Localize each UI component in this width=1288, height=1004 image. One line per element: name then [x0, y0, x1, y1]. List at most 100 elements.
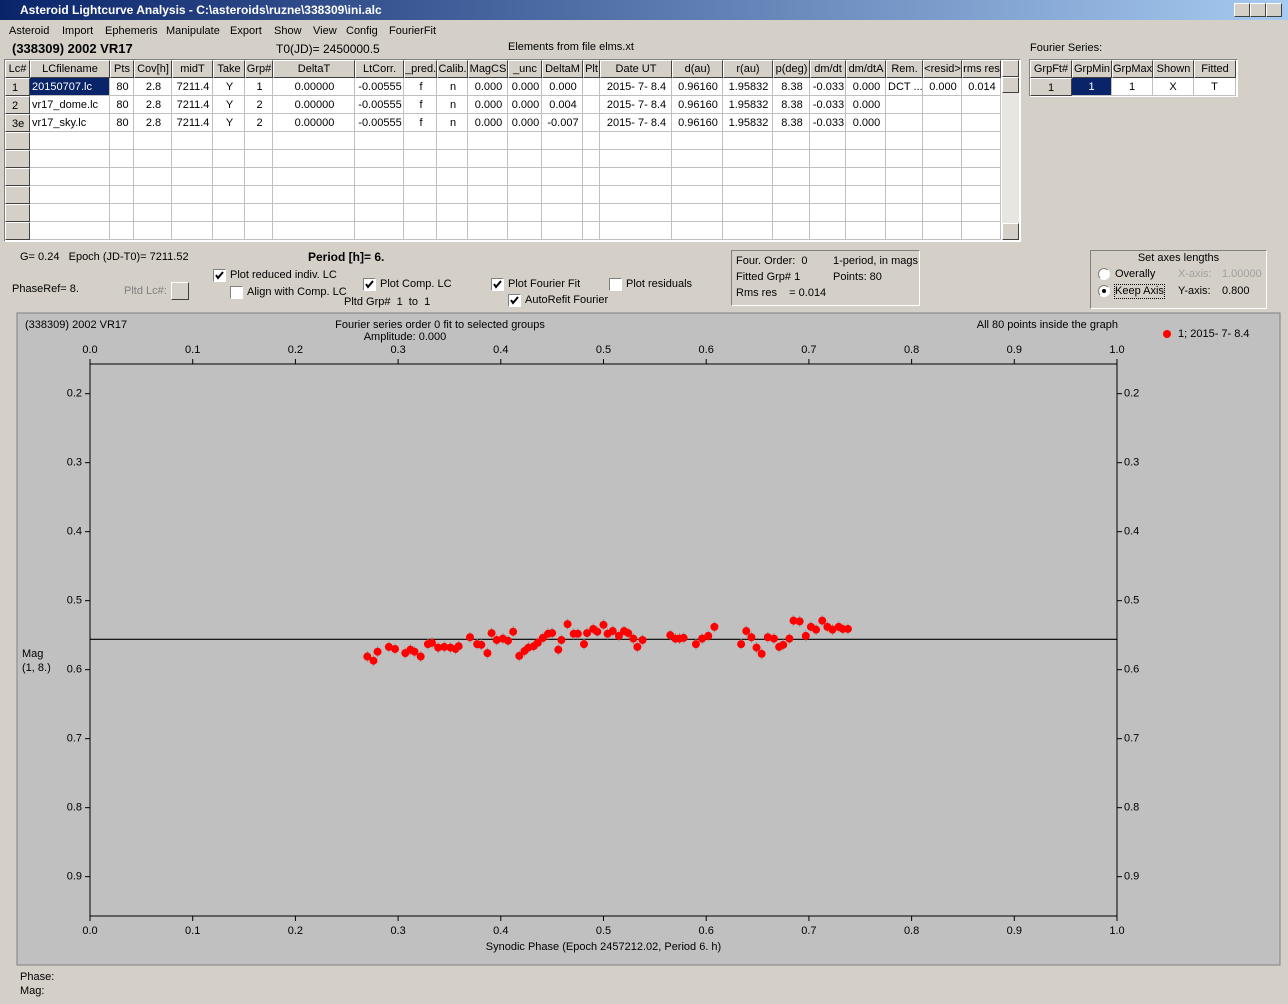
- table-cell[interactable]: [886, 114, 923, 132]
- checkbox[interactable]: [363, 278, 376, 291]
- menu-item[interactable]: Show: [274, 25, 302, 37]
- table-cell[interactable]: -0.007: [542, 114, 583, 132]
- table-cell[interactable]: 0.000: [846, 96, 886, 114]
- menu-item[interactable]: Asteroid: [9, 25, 50, 37]
- menu-item[interactable]: View: [313, 25, 337, 37]
- table-cell[interactable]: 0.000: [468, 114, 508, 132]
- table-cell[interactable]: n: [437, 78, 468, 96]
- checkbox-label[interactable]: Plot Fourier Fit: [508, 278, 581, 290]
- radio-label[interactable]: Overally: [1115, 268, 1156, 280]
- scroll-up[interactable]: [1002, 60, 1019, 77]
- scroll-thumb[interactable]: [1002, 77, 1019, 93]
- table-cell[interactable]: n: [437, 96, 468, 114]
- table-cell[interactable]: 20150707.lc: [30, 78, 110, 96]
- table-cell[interactable]: -0.033: [810, 96, 846, 114]
- table-cell[interactable]: Y: [213, 96, 245, 114]
- table-cell[interactable]: f: [404, 96, 437, 114]
- table-cell[interactable]: [962, 96, 1001, 114]
- table-cell[interactable]: 2.8: [134, 96, 172, 114]
- row-header[interactable]: 1: [1030, 78, 1072, 96]
- table-cell[interactable]: 0.96160: [672, 114, 723, 132]
- table-cell[interactable]: 1.95832: [723, 114, 773, 132]
- radio-label[interactable]: Keep Axis: [1114, 284, 1165, 299]
- table-cell[interactable]: 7211.4: [172, 96, 213, 114]
- table-cell[interactable]: 1.95832: [723, 96, 773, 114]
- table-cell[interactable]: [923, 114, 962, 132]
- table-cell[interactable]: n: [437, 114, 468, 132]
- checkbox[interactable]: [491, 278, 504, 291]
- row-header[interactable]: 3e: [5, 114, 30, 132]
- table-cell[interactable]: 80: [110, 78, 134, 96]
- table-cell[interactable]: 80: [110, 114, 134, 132]
- table-cell[interactable]: 2015- 7- 8.4: [600, 114, 672, 132]
- radio[interactable]: [1098, 268, 1110, 280]
- table-cell[interactable]: 2: [245, 96, 273, 114]
- menu-item[interactable]: Export: [230, 25, 262, 37]
- table-cell[interactable]: -0.00555: [355, 78, 404, 96]
- table-cell[interactable]: 2.8: [134, 78, 172, 96]
- table-cell[interactable]: Y: [213, 78, 245, 96]
- table-cell[interactable]: 0.000: [542, 78, 583, 96]
- checkbox-label[interactable]: Plot reduced indiv. LC: [230, 269, 337, 281]
- window-button[interactable]: [1250, 3, 1266, 17]
- table-cell[interactable]: -0.033: [810, 114, 846, 132]
- table-cell[interactable]: vr17_sky.lc: [30, 114, 110, 132]
- table-cell[interactable]: 0.004: [542, 96, 583, 114]
- table-cell[interactable]: 8.38: [773, 78, 810, 96]
- table-cell[interactable]: 80: [110, 96, 134, 114]
- table-cell[interactable]: DCT ...: [886, 78, 923, 96]
- menu-item[interactable]: Ephemeris: [105, 25, 158, 37]
- checkbox[interactable]: [230, 286, 243, 299]
- table-cell[interactable]: 2015- 7- 8.4: [600, 96, 672, 114]
- table-cell[interactable]: 2: [245, 114, 273, 132]
- table-cell[interactable]: 0.000: [508, 96, 542, 114]
- table-cell[interactable]: 0.000: [923, 78, 962, 96]
- window-button[interactable]: [1234, 3, 1250, 17]
- table-cell[interactable]: Y: [213, 114, 245, 132]
- table-cell[interactable]: -0.00555: [355, 96, 404, 114]
- checkbox-label[interactable]: Plot residuals: [626, 278, 693, 290]
- menu-item[interactable]: Import: [62, 25, 94, 37]
- table-cell[interactable]: f: [404, 78, 437, 96]
- pltd-lc-spinner[interactable]: [171, 282, 189, 300]
- table-cell[interactable]: 0.96160: [672, 78, 723, 96]
- checkbox[interactable]: [609, 278, 622, 291]
- table-cell[interactable]: 7211.4: [172, 78, 213, 96]
- axis-length-value[interactable]: 0.800: [1222, 285, 1250, 297]
- checkbox-label[interactable]: Align with Comp. LC: [247, 286, 347, 298]
- table-cell[interactable]: [583, 96, 600, 114]
- menu-item[interactable]: Manipulate: [166, 25, 220, 37]
- row-header[interactable]: 2: [5, 96, 30, 114]
- table-cell[interactable]: 2.8: [134, 114, 172, 132]
- window-button[interactable]: [1266, 3, 1282, 17]
- table-cell[interactable]: vr17_dome.lc: [30, 96, 110, 114]
- checkbox-label[interactable]: Plot Comp. LC: [380, 278, 452, 290]
- table-cell[interactable]: 0.000: [508, 114, 542, 132]
- table-cell[interactable]: 8.38: [773, 114, 810, 132]
- menu-item[interactable]: Config: [346, 25, 378, 37]
- table-cell[interactable]: 1: [1072, 78, 1112, 96]
- table-cell[interactable]: 0.000: [468, 96, 508, 114]
- table-cell[interactable]: 0.000: [468, 78, 508, 96]
- table-cell[interactable]: [583, 78, 600, 96]
- table-cell[interactable]: [962, 114, 1001, 132]
- axis-length-value[interactable]: 1.00000: [1222, 268, 1262, 280]
- table-cell[interactable]: 0.00000: [273, 96, 355, 114]
- table-cell[interactable]: 0.000: [846, 78, 886, 96]
- table-cell[interactable]: 0.000: [846, 114, 886, 132]
- table-cell[interactable]: 0.014: [962, 78, 1001, 96]
- table-cell[interactable]: 1: [245, 78, 273, 96]
- table-cell[interactable]: 0.000: [508, 78, 542, 96]
- table-cell[interactable]: -0.033: [810, 78, 846, 96]
- scroll-down[interactable]: [1002, 223, 1019, 240]
- table-cell[interactable]: 7211.4: [172, 114, 213, 132]
- table-cell[interactable]: T: [1194, 78, 1236, 96]
- table-cell[interactable]: 0.96160: [672, 96, 723, 114]
- table-cell[interactable]: [923, 96, 962, 114]
- table-cell[interactable]: X: [1153, 78, 1194, 96]
- table-cell[interactable]: 0.00000: [273, 78, 355, 96]
- checkbox-label[interactable]: AutoRefit Fourier: [525, 294, 609, 306]
- table-cell[interactable]: -0.00555: [355, 114, 404, 132]
- menu-item[interactable]: FourierFit: [389, 25, 437, 37]
- table-cell[interactable]: 8.38: [773, 96, 810, 114]
